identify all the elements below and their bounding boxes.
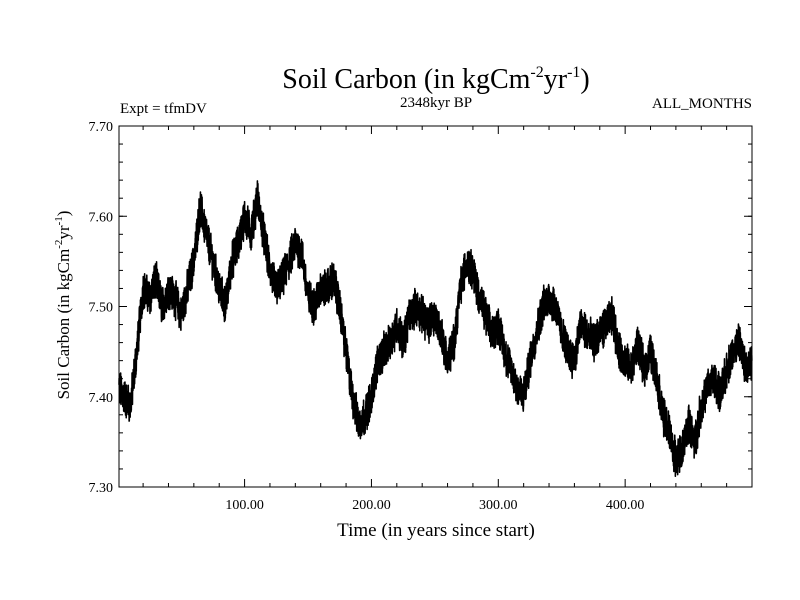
x-tick-label: 100.00 — [225, 498, 264, 513]
y-axis-label: Soil Carbon (in kgCm-2yr-1) — [53, 211, 73, 400]
x-tick-label: 200.00 — [352, 498, 391, 513]
chart-title-mid: yr — [544, 64, 568, 95]
chart-title: Soil Carbon (in kgCm-2yr-1) — [282, 64, 589, 95]
y-axis-label-end: ) — [54, 211, 73, 217]
experiment-label: Expt = tfmDV — [120, 101, 207, 117]
series-line-soil-carbon — [118, 180, 753, 478]
x-tick-label: 400.00 — [606, 498, 645, 513]
chart-title-text: Soil Carbon (in kgCm — [282, 64, 530, 95]
y-axis-label-mid: yr — [54, 225, 73, 240]
x-axis-label: Time (in years since start) — [337, 520, 535, 541]
plot-frame — [118, 125, 753, 488]
period-label: 2348kyr BP — [400, 95, 472, 111]
y-tick-label: 7.40 — [89, 391, 114, 406]
y-tick-label: 7.70 — [89, 120, 114, 135]
chart-title-end: ) — [580, 64, 589, 95]
months-label: ALL_MONTHS — [652, 96, 752, 112]
ticks-layer: 7.30 7.40 7.50 7.60 7.70 100.00 200.00 300.00 40… — [89, 120, 752, 513]
y-axis-label-exponent-2: -1 — [53, 216, 65, 225]
chart-title-exponent-2: -1 — [567, 64, 580, 81]
y-axis-label-text: Soil Carbon (in kgCm — [54, 249, 73, 400]
series-layer — [118, 180, 753, 478]
y-tick-label: 7.30 — [89, 481, 114, 496]
chart-title-exponent-1: -2 — [530, 64, 543, 81]
y-tick-label: 7.60 — [89, 210, 114, 225]
y-axis-label-exponent-1: -2 — [53, 240, 65, 249]
y-tick-label: 7.50 — [89, 301, 114, 316]
x-tick-label: 300.00 — [479, 498, 518, 513]
